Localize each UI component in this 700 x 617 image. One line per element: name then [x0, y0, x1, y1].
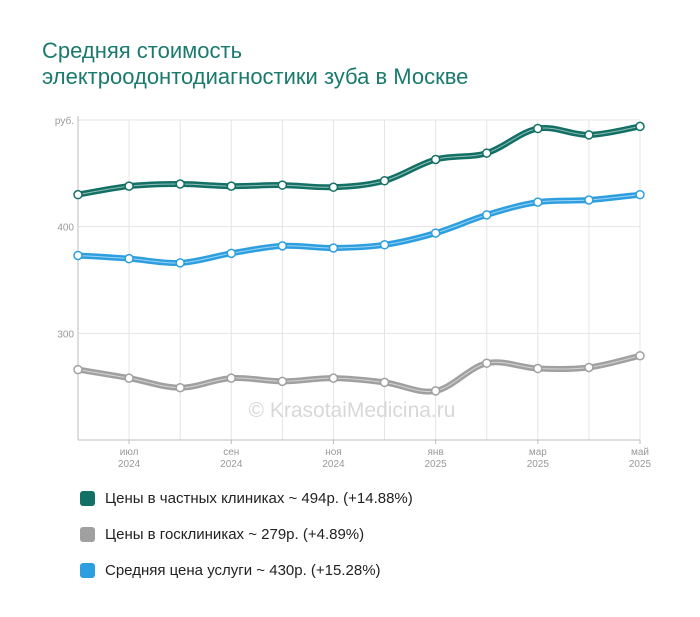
data-point-private	[533, 123, 543, 134]
legend-swatch-public	[80, 526, 95, 542]
x-tick-label-month: сен	[223, 447, 239, 458]
data-point-private	[73, 189, 83, 200]
data-point-public	[277, 376, 288, 387]
legend-item-private[interactable]: Цены в частных клиниках ~ 494р. (+14.88%…	[80, 488, 413, 508]
data-point-private	[635, 121, 645, 132]
data-point-private	[481, 148, 492, 158]
data-point-average	[277, 241, 288, 251]
chart-legend: Цены в частных клиниках ~ 494р. (+14.88%…	[80, 488, 413, 596]
x-tick-label-month: мар	[529, 447, 547, 458]
series-public	[73, 350, 645, 396]
series-average	[73, 189, 645, 268]
x-tick-label-month: янв	[428, 447, 444, 458]
data-point-private	[379, 176, 390, 186]
series-line-highlight	[77, 194, 641, 264]
legend-item-public[interactable]: Цены в госклиниках ~ 279р. (+4.89%)	[80, 524, 413, 544]
watermark-text: © KrasotaiMedicina.ru	[249, 399, 456, 422]
legend-label-average: Средняя цена услуги ~ 430р. (+15.28%)	[105, 561, 381, 579]
legend-swatch-private	[80, 490, 95, 506]
data-point-public	[73, 364, 83, 375]
data-point-public	[124, 373, 134, 383]
x-tick-label-year: 2025	[527, 459, 550, 470]
legend-label-private: Цены в частных клиниках ~ 494р. (+14.88%…	[105, 489, 413, 507]
data-point-average	[584, 195, 594, 205]
data-point-average	[533, 197, 543, 207]
data-point-average	[481, 210, 492, 220]
legend-swatch-average	[80, 562, 95, 578]
data-point-average	[635, 189, 645, 200]
legend-label-public: Цены в госклиниках ~ 279р. (+4.89%)	[105, 525, 365, 543]
data-point-public	[533, 363, 543, 374]
data-point-private	[277, 180, 288, 190]
x-tick-label-year: 2024	[322, 459, 345, 470]
data-point-average	[430, 228, 441, 238]
x-tick-label-month: май	[631, 447, 649, 458]
chart-title-line1: Средняя стоимость	[42, 38, 243, 63]
series-line-average	[75, 191, 643, 267]
series-private	[73, 121, 645, 200]
data-point-private	[584, 130, 594, 140]
data-point-private	[175, 179, 185, 189]
x-tick-label-year: 2024	[118, 459, 141, 470]
data-point-public	[328, 373, 339, 383]
series-line-public	[75, 352, 643, 395]
x-tick-label-year: 2024	[220, 459, 243, 470]
data-point-private	[328, 182, 339, 192]
data-point-public	[379, 377, 390, 388]
data-point-public	[175, 382, 185, 393]
data-point-average	[73, 250, 83, 261]
chart-title-line2: электроодонтодиагностики зуба в Москве	[42, 64, 469, 89]
data-point-private	[430, 154, 441, 165]
y-tick-label: 300	[57, 329, 74, 340]
data-point-average	[379, 240, 390, 250]
data-point-average	[124, 253, 134, 264]
x-tick-label-year: 2025	[629, 459, 652, 470]
legend-item-average[interactable]: Средняя цена услуги ~ 430р. (+15.28%)	[80, 560, 413, 580]
data-point-private	[124, 181, 134, 191]
x-tick-label-month: июл	[120, 447, 139, 458]
x-tick-label-year: 2025	[425, 459, 448, 470]
data-point-average	[226, 248, 237, 259]
data-point-average	[175, 258, 185, 268]
x-tick-label-month: ноя	[325, 447, 342, 458]
data-point-public	[481, 358, 492, 368]
chart-title: Средняя стоимость электроодонтодиагности…	[42, 38, 662, 90]
data-point-public	[430, 386, 441, 396]
y-tick-label: 400	[57, 223, 74, 234]
data-point-public	[226, 373, 237, 383]
data-point-public	[584, 362, 594, 373]
data-point-average	[328, 243, 339, 253]
data-point-private	[226, 181, 237, 191]
data-point-public	[635, 350, 645, 361]
line-chart: 300400руб.июл2024сен2024ноя2024янв2025ма…	[55, 115, 652, 470]
y-tick-label: руб.	[55, 115, 74, 127]
